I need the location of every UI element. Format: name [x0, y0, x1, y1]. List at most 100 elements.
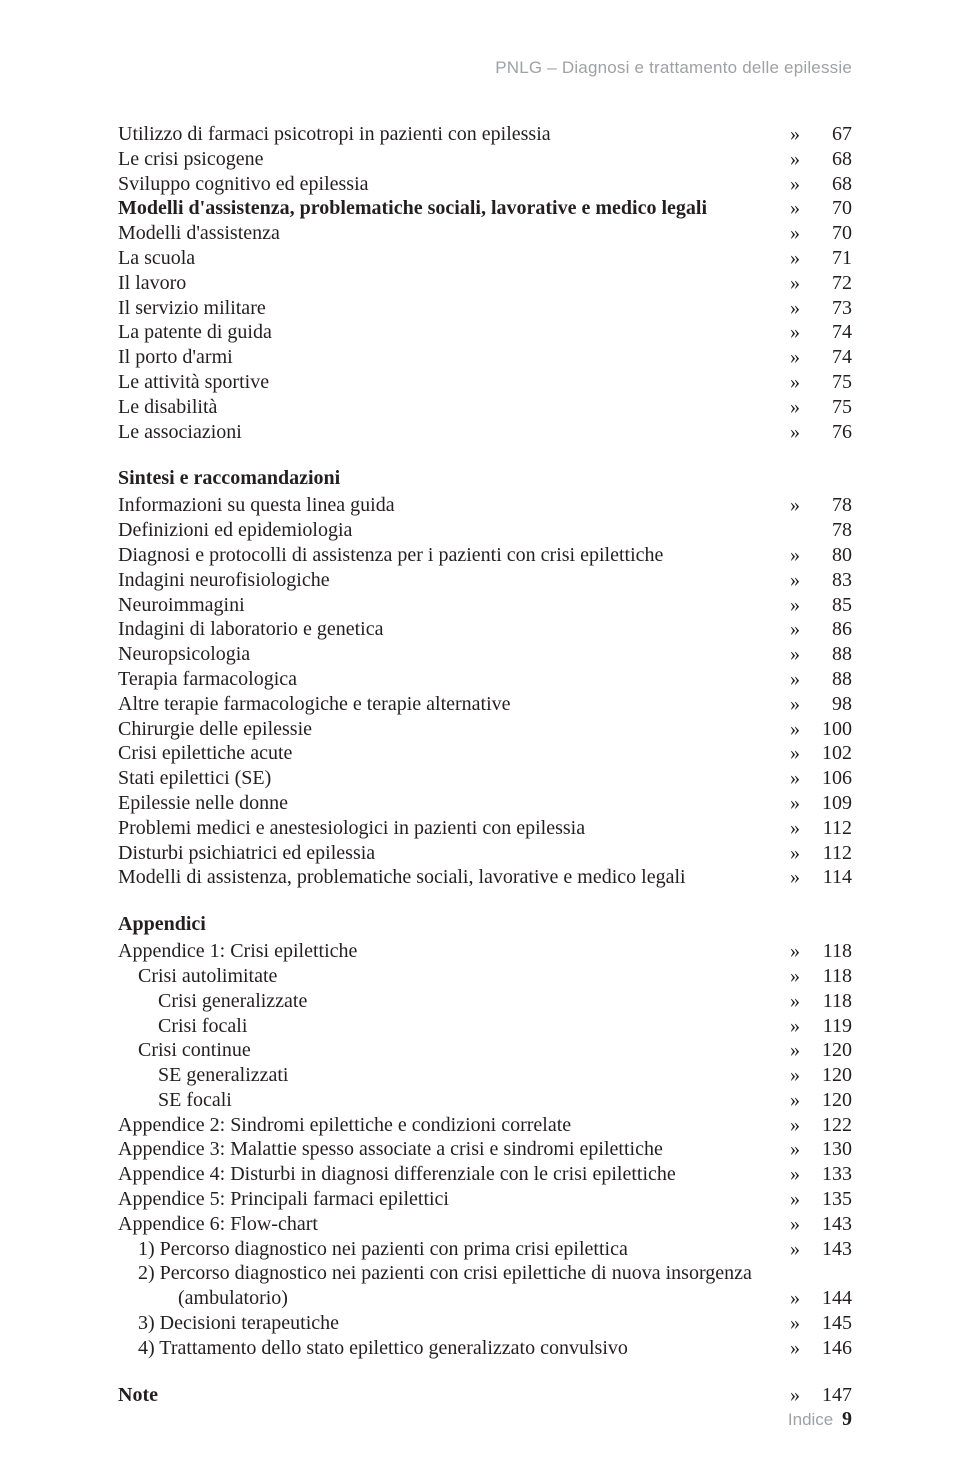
toc-row: Appendice 3: Malattie spesso associate a… [118, 1137, 852, 1162]
toc-page: 118 [806, 989, 852, 1014]
toc-page: 135 [806, 1187, 852, 1212]
toc-label: Diagnosi e protocolli di assistenza per … [118, 543, 784, 568]
toc-page: 118 [806, 964, 852, 989]
toc-label: Appendice 3: Malattie spesso associate a… [118, 1137, 784, 1162]
toc-page: 76 [806, 420, 852, 445]
toc-row: Appendice 2: Sindromi epilettiche e cond… [118, 1113, 852, 1138]
toc-row: Crisi continue»120 [118, 1038, 852, 1063]
toc-page: 83 [806, 568, 852, 593]
toc-marker: » [784, 791, 806, 816]
toc-marker: » [784, 1311, 806, 1336]
toc-marker: » [784, 271, 806, 296]
toc-page: 68 [806, 172, 852, 197]
toc-row: Indagini neurofisiologiche»83 [118, 568, 852, 593]
toc-row: Crisi focali»119 [118, 1014, 852, 1039]
toc-row: Neuroimmagini»85 [118, 593, 852, 618]
toc-label: Stati epilettici (SE) [118, 766, 784, 791]
toc-page: 68 [806, 147, 852, 172]
toc-row: Diagnosi e protocolli di assistenza per … [118, 543, 852, 568]
toc-row: Appendice 4: Disturbi in diagnosi differ… [118, 1162, 852, 1187]
toc-page: 143 [806, 1212, 852, 1237]
toc-section: Utilizzo di farmaci psicotropi in pazien… [118, 122, 852, 444]
toc-row: 4) Trattamento dello stato epilettico ge… [118, 1336, 852, 1361]
toc-label: Le disabilità [118, 395, 784, 420]
toc-label: Le crisi psicogene [118, 147, 784, 172]
toc-page: 75 [806, 370, 852, 395]
toc-section: Sintesi e raccomandazioniInformazioni su… [118, 466, 852, 890]
toc-label: Indagini neurofisiologiche [118, 568, 784, 593]
toc-page: 74 [806, 320, 852, 345]
toc-page: 114 [806, 865, 852, 890]
toc-page: 78 [806, 518, 852, 543]
toc-marker: » [784, 296, 806, 321]
toc-marker: » [784, 1336, 806, 1361]
toc-row: 1) Percorso diagnostico nei pazienti con… [118, 1237, 852, 1262]
toc-marker: » [784, 370, 806, 395]
toc-row: Terapia farmacologica»88 [118, 667, 852, 692]
toc-marker: » [784, 642, 806, 667]
toc-label: Terapia farmacologica [118, 667, 784, 692]
toc-label: Sviluppo cognitivo ed epilessia [118, 172, 784, 197]
toc-label: Il porto d'armi [118, 345, 784, 370]
toc-label: Modelli di assistenza, problematiche soc… [118, 865, 784, 890]
toc-row: 2) Percorso diagnostico nei pazienti con… [118, 1261, 852, 1286]
toc-marker: » [784, 593, 806, 618]
toc-marker: » [784, 741, 806, 766]
toc-page: 88 [806, 667, 852, 692]
toc-row: Le attività sportive»75 [118, 370, 852, 395]
toc-marker: » [784, 939, 806, 964]
toc-marker: » [784, 493, 806, 518]
toc-marker: » [784, 1113, 806, 1138]
toc-page: 120 [806, 1038, 852, 1063]
toc-page: 74 [806, 345, 852, 370]
toc-page: 147 [806, 1383, 852, 1408]
toc-row: 3) Decisioni terapeutiche»145 [118, 1311, 852, 1336]
toc-page: 106 [806, 766, 852, 791]
toc-marker: » [784, 617, 806, 642]
running-header: PNLG – Diagnosi e trattamento delle epil… [118, 58, 852, 78]
toc-row: Indagini di laboratorio e genetica»86 [118, 617, 852, 642]
toc-row: Crisi epilettiche acute»102 [118, 741, 852, 766]
toc-marker: » [784, 196, 806, 221]
page: PNLG – Diagnosi e trattamento delle epil… [0, 0, 960, 1469]
toc-row: Il lavoro»72 [118, 271, 852, 296]
toc-page: 119 [806, 1014, 852, 1039]
toc-row: Chirurgie delle epilessie»100 [118, 717, 852, 742]
toc-label: Appendice 2: Sindromi epilettiche e cond… [118, 1113, 784, 1138]
toc-marker: » [784, 964, 806, 989]
toc-label: Epilessie nelle donne [118, 791, 784, 816]
toc-marker: » [784, 345, 806, 370]
toc-label: Definizioni ed epidemiologia [118, 518, 784, 543]
toc-label: Disturbi psichiatrici ed epilessia [118, 841, 784, 866]
toc-page: 144 [806, 1286, 852, 1311]
toc-marker: » [784, 1286, 806, 1311]
toc-label: Appendice 6: Flow-chart [118, 1212, 784, 1237]
toc-marker: » [784, 816, 806, 841]
toc-label: Appendice 5: Principali farmaci epiletti… [118, 1187, 784, 1212]
toc-label: Crisi continue [118, 1038, 784, 1063]
toc-row: Le crisi psicogene»68 [118, 147, 852, 172]
toc-marker: » [784, 989, 806, 1014]
toc-label: La patente di guida [118, 320, 784, 345]
toc-page: 120 [806, 1088, 852, 1113]
toc-marker: » [784, 1237, 806, 1262]
toc-marker: » [784, 766, 806, 791]
toc-page: 86 [806, 617, 852, 642]
toc-container: Utilizzo di farmaci psicotropi in pazien… [118, 122, 852, 1407]
toc-row: Modelli di assistenza, problematiche soc… [118, 865, 852, 890]
toc-row: La scuola»71 [118, 246, 852, 271]
toc-label: Crisi generalizzate [118, 989, 784, 1014]
toc-label: Altre terapie farmacologiche e terapie a… [118, 692, 784, 717]
section-title: Appendici [118, 912, 852, 939]
toc-page: 67 [806, 122, 852, 147]
toc-marker: » [784, 543, 806, 568]
toc-label: Le attività sportive [118, 370, 784, 395]
toc-marker: » [784, 717, 806, 742]
toc-page: 102 [806, 741, 852, 766]
toc-marker: » [784, 1014, 806, 1039]
toc-page: 72 [806, 271, 852, 296]
toc-row: Appendice 1: Crisi epilettiche»118 [118, 939, 852, 964]
toc-row: Informazioni su questa linea guida»78 [118, 493, 852, 518]
toc-section: AppendiciAppendice 1: Crisi epilettiche»… [118, 912, 852, 1361]
toc-label: Note [118, 1383, 784, 1408]
